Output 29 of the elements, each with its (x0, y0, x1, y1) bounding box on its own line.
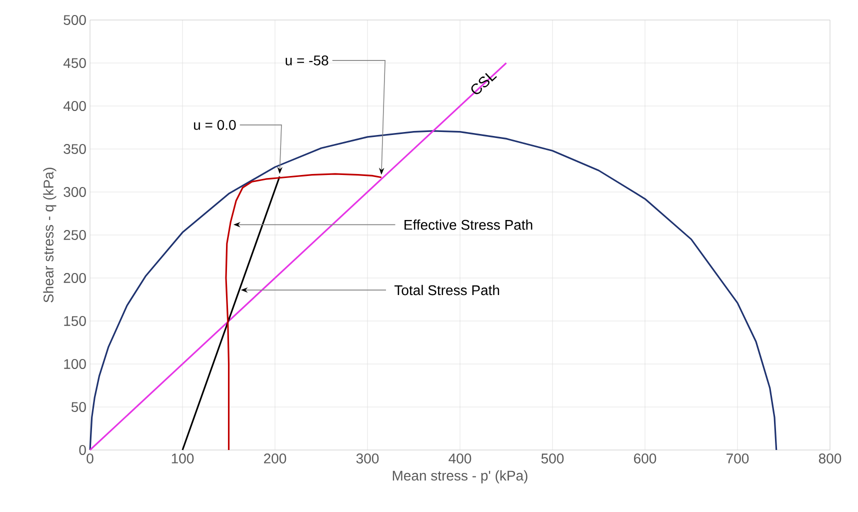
y-tick-label: 50 (71, 402, 86, 412)
x-tick-label: 200 (264, 454, 286, 464)
y-tick-label: 100 (64, 359, 86, 369)
annotation: CSL (471, 72, 497, 94)
y-tick-label: 200 (64, 273, 86, 283)
y-tick-label: 500 (64, 15, 86, 25)
y-tick-label: 350 (64, 144, 86, 154)
line-series (225, 173, 382, 451)
x-tick-label: 100 (172, 454, 194, 464)
annotation: u = 0.0 (194, 120, 236, 130)
y-tick-label: 450 (63, 58, 86, 68)
y-tick-label: 400 (63, 101, 86, 111)
annotation: Effective Stress Path (404, 220, 532, 230)
x-tick-label: 0 (86, 454, 94, 464)
x-tick-label: 400 (448, 454, 472, 464)
y-tick-label: 300 (64, 187, 86, 197)
y-tick-label: 150 (64, 316, 86, 326)
y-axis-title: Shear stress - q (kPa) (43, 168, 56, 302)
annotation: Total Stress Path (394, 284, 500, 296)
x-tick-label: 600 (634, 454, 656, 464)
annotation: u = -58 (286, 55, 328, 66)
line-series (89, 130, 778, 451)
x-tick-label: 800 (818, 454, 842, 464)
x-tick-label: 300 (356, 454, 379, 464)
y-tick-label: 250 (64, 230, 86, 240)
x-tick-label: 700 (726, 454, 749, 464)
x-axis-title: Mean stress - p' (kPa) (392, 470, 528, 484)
y-tick-label: 0 (79, 445, 86, 455)
x-tick-label: 500 (541, 454, 564, 464)
